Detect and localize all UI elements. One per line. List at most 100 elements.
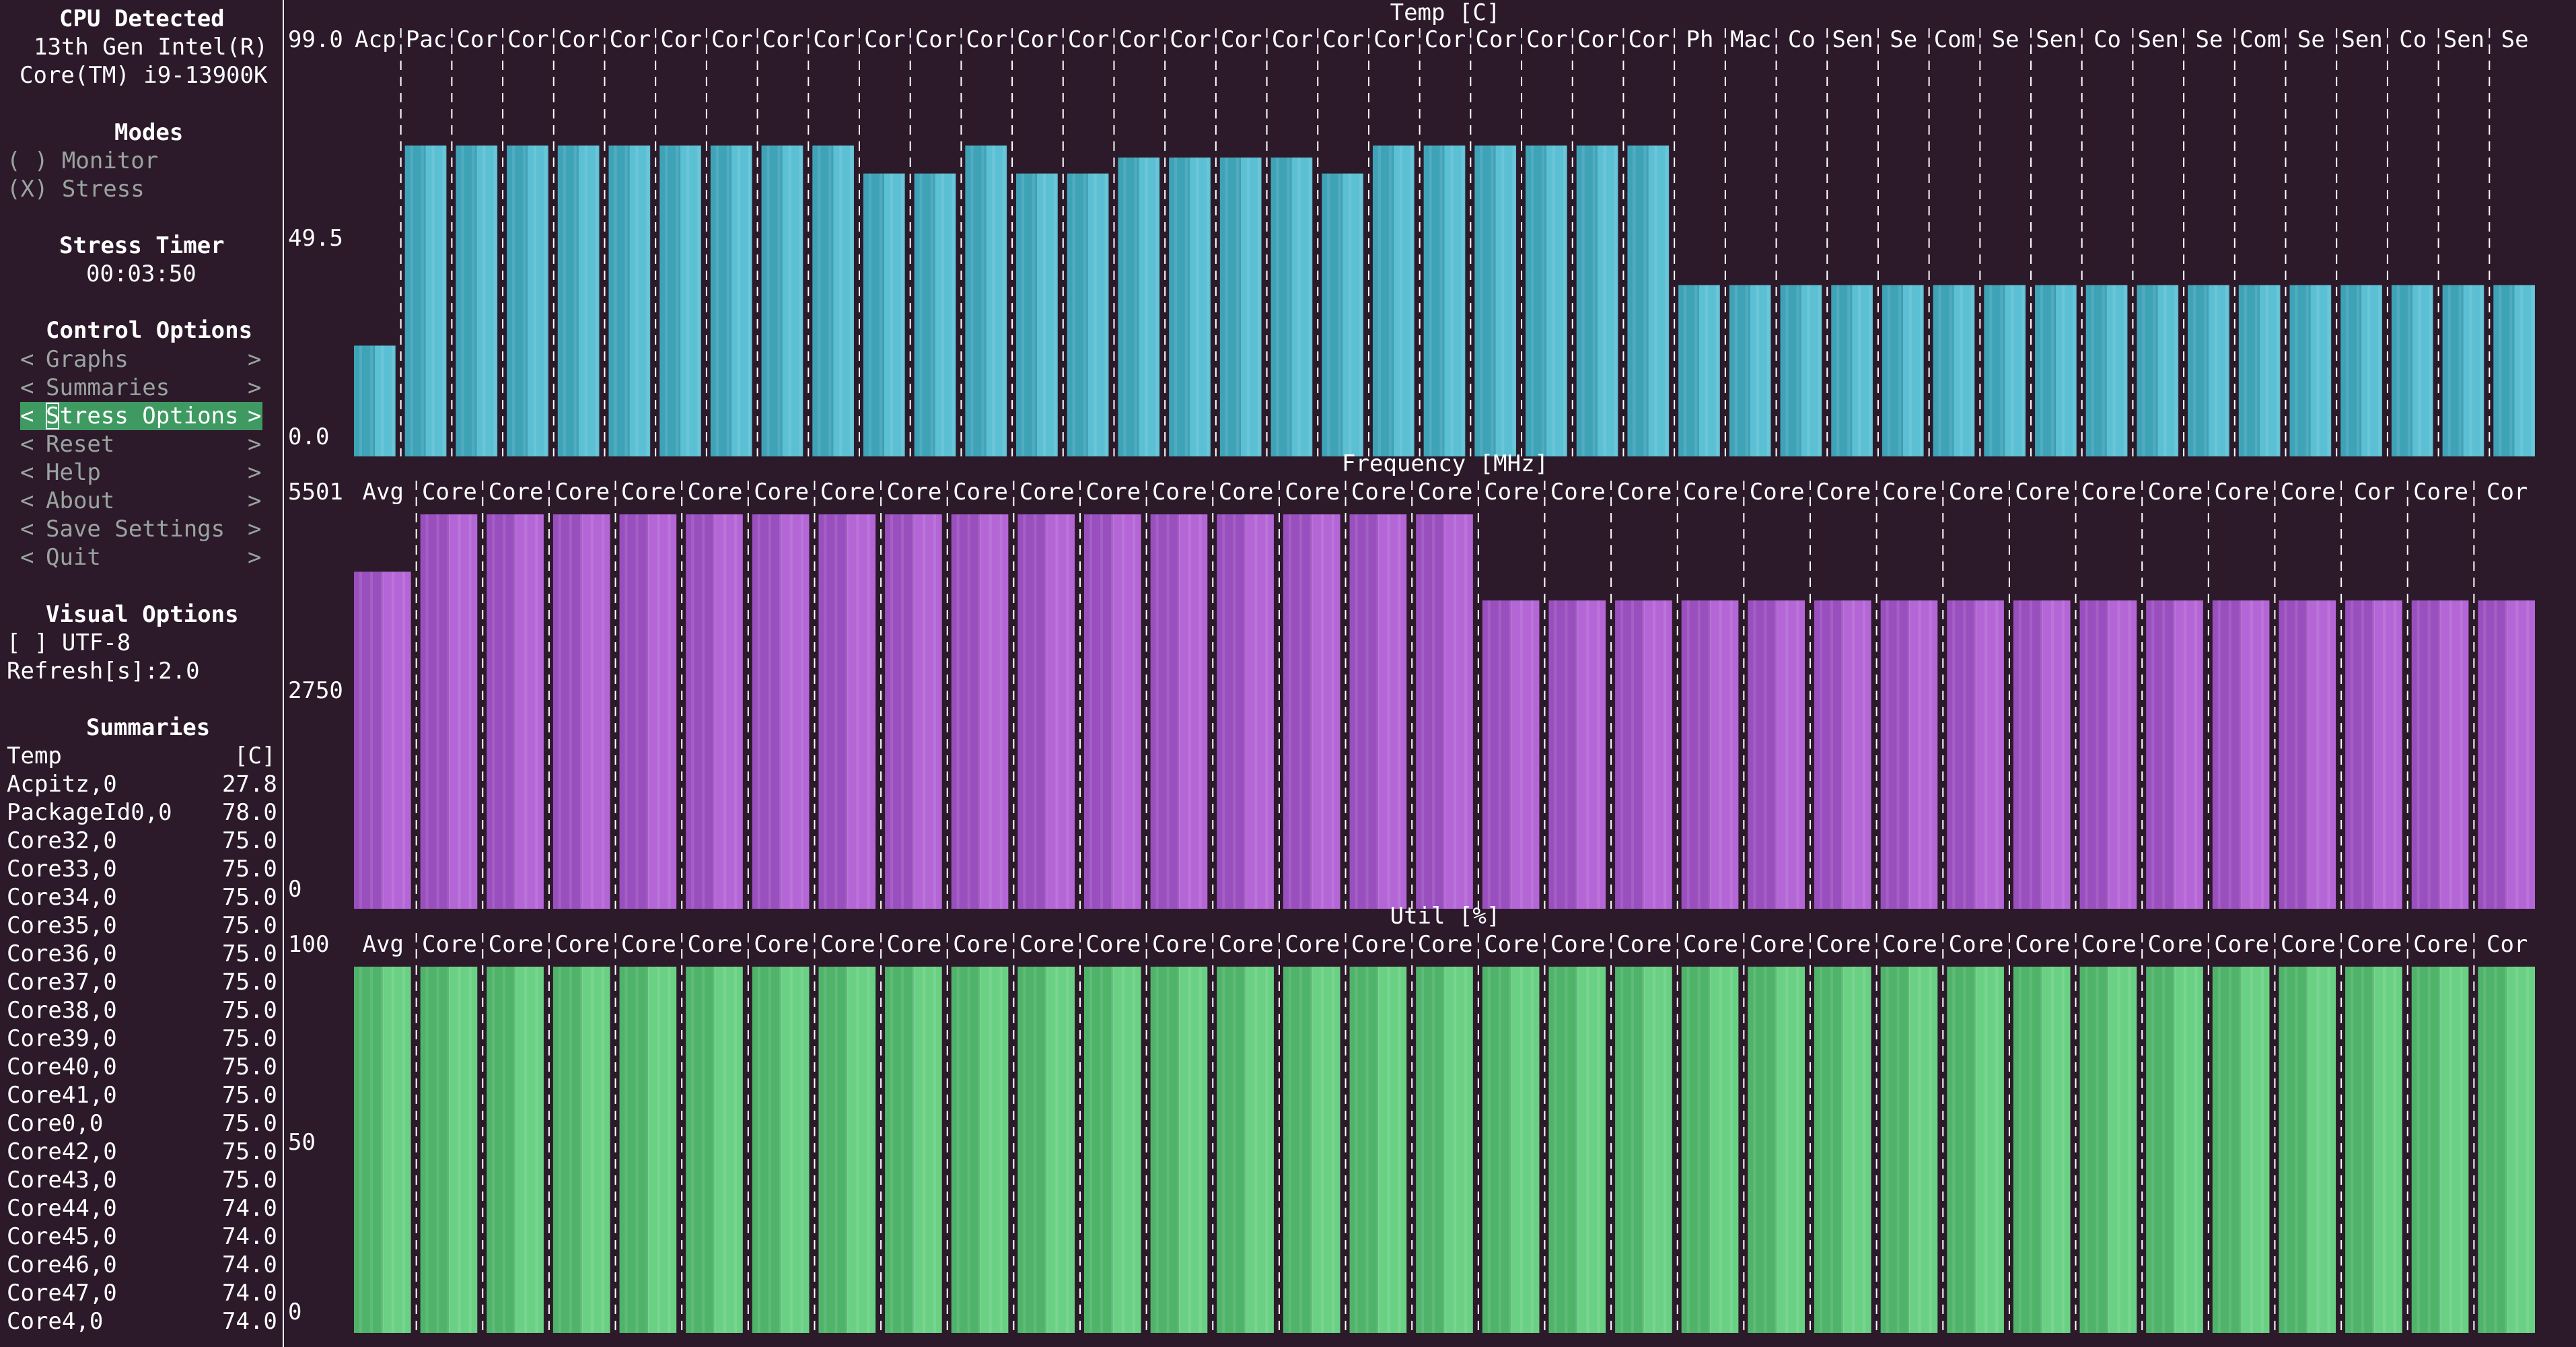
bar-stripe	[2367, 285, 2371, 456]
bar-stripe	[2480, 285, 2483, 456]
bar-label: Core	[1351, 931, 1406, 958]
bar-stripe	[1398, 967, 1401, 1333]
bar-stripe	[1642, 967, 1645, 1333]
bar-label: Core	[2148, 931, 2203, 958]
bar-stripe	[970, 145, 974, 456]
bar-stripe	[779, 514, 782, 909]
bar-highlight	[2412, 285, 2433, 456]
bar-stripe	[2494, 967, 2497, 1333]
control-graphs-button[interactable]: < Graphs >	[0, 345, 269, 374]
bar-stripe	[1807, 285, 1810, 456]
bar-label: Core	[1750, 931, 1805, 958]
bar-stripe	[2040, 600, 2043, 909]
bar-stripe	[436, 514, 439, 909]
bar-label: Core	[1152, 931, 1207, 958]
utf8-checkbox[interactable]: [ ] UTF-8	[7, 629, 131, 656]
bar-highlight	[2307, 967, 2336, 1333]
control-help-button[interactable]: < Help >	[0, 458, 269, 487]
bar	[1681, 967, 1711, 1333]
bar	[951, 967, 980, 1333]
control-stress-options-button[interactable]: < Stress Options >	[0, 402, 269, 430]
bar-highlight	[527, 145, 548, 456]
bar-stripe	[1697, 967, 1701, 1333]
bar-stripe	[2173, 967, 2176, 1333]
control-label: About	[46, 487, 115, 514]
summary-row-name: Core42,0	[7, 1138, 117, 1165]
control-about-button[interactable]: < About >	[0, 487, 269, 515]
bar-label: Core	[1882, 479, 1937, 506]
bar-label: Com	[2240, 26, 2281, 53]
bar-highlight	[647, 967, 677, 1333]
refresh-rate-field[interactable]: Refresh[s]:2.0	[7, 658, 200, 685]
bar-label: Core	[489, 479, 544, 506]
bar-stripe	[1398, 514, 1401, 909]
bar-stripe	[999, 514, 1003, 909]
bar-stripe	[1708, 967, 1711, 1333]
bar-stripe	[2361, 600, 2365, 909]
bar-label: Core	[2015, 479, 2070, 506]
bar-label: Ph	[1686, 26, 1714, 53]
bar-label: Core	[1418, 931, 1473, 958]
bar-stripe	[1554, 967, 1557, 1333]
bar-highlight	[2463, 285, 2484, 456]
bar-stripe	[834, 967, 838, 1333]
bar-stripe	[1766, 285, 1770, 456]
bar-stripe	[2151, 600, 2155, 909]
bar-highlight	[1710, 967, 1739, 1333]
bar-label: Core	[554, 931, 610, 958]
bar-stripe	[2449, 967, 2452, 1333]
bar-stripe	[2250, 967, 2253, 1333]
bar-stripe	[879, 173, 882, 456]
bar	[1084, 514, 1113, 909]
bar-label: Core	[688, 931, 743, 958]
bar-highlight	[581, 967, 610, 1333]
bar-stripe	[468, 967, 472, 1333]
bar-stripe	[1429, 145, 1432, 456]
bar-stripe	[919, 173, 923, 456]
bar-highlight	[1178, 967, 1208, 1333]
bar-stripe	[1519, 967, 1523, 1333]
chevron-left-icon: <	[20, 459, 34, 486]
bar	[1017, 967, 1046, 1333]
bar-stripe	[1633, 145, 1636, 456]
control-save-settings-button[interactable]: < Save Settings >	[0, 515, 269, 543]
bar-stripe	[941, 173, 944, 456]
bar-highlight	[2440, 600, 2469, 909]
bar-stripe	[1974, 967, 1977, 1333]
bar-stripe	[668, 514, 671, 909]
summary-row-value: 75.0	[222, 940, 277, 967]
bar-stripe	[2260, 600, 2264, 909]
bar-label: Sen	[2036, 26, 2077, 53]
bar-stripe	[1974, 600, 1977, 909]
control-quit-button[interactable]: < Quit >	[0, 543, 269, 572]
bar-stripe	[768, 514, 771, 909]
control-reset-button[interactable]: < Reset >	[0, 430, 269, 458]
mode-stress-radio[interactable]: (X) Stress	[7, 176, 145, 203]
control-summaries-button[interactable]: < Summaries >	[0, 374, 269, 402]
bar-stripe	[1796, 967, 1799, 1333]
bar-stripe	[2383, 967, 2386, 1333]
summary-row-value: 74.0	[222, 1195, 277, 1222]
mode-monitor-radio[interactable]: ( ) Monitor	[7, 147, 159, 174]
bar-stripe	[436, 967, 439, 1333]
bar	[1067, 173, 1088, 456]
summary-row-name: Core43,0	[7, 1167, 117, 1194]
bar-stripe	[1597, 967, 1600, 1333]
bar-stripe	[1886, 600, 1889, 909]
bar-highlight	[1046, 967, 1075, 1333]
summary-row-name: Core32,0	[7, 827, 117, 854]
bar	[619, 514, 648, 909]
bar-stripe	[956, 967, 960, 1333]
bar	[2137, 285, 2158, 456]
bar-stripe	[1177, 514, 1180, 909]
cpu-name-line2: Core(TM) i9-13900K	[20, 62, 268, 89]
bar	[818, 967, 847, 1333]
bar-label: Core	[2413, 931, 2468, 958]
bar	[2478, 600, 2507, 909]
bar-stripe	[2228, 600, 2231, 909]
bar-stripe	[595, 145, 598, 456]
bar-stripe	[584, 145, 587, 456]
bar-label: Cor	[507, 26, 548, 53]
bar-stripe	[381, 967, 384, 1333]
bar-stripe	[2174, 285, 2178, 456]
